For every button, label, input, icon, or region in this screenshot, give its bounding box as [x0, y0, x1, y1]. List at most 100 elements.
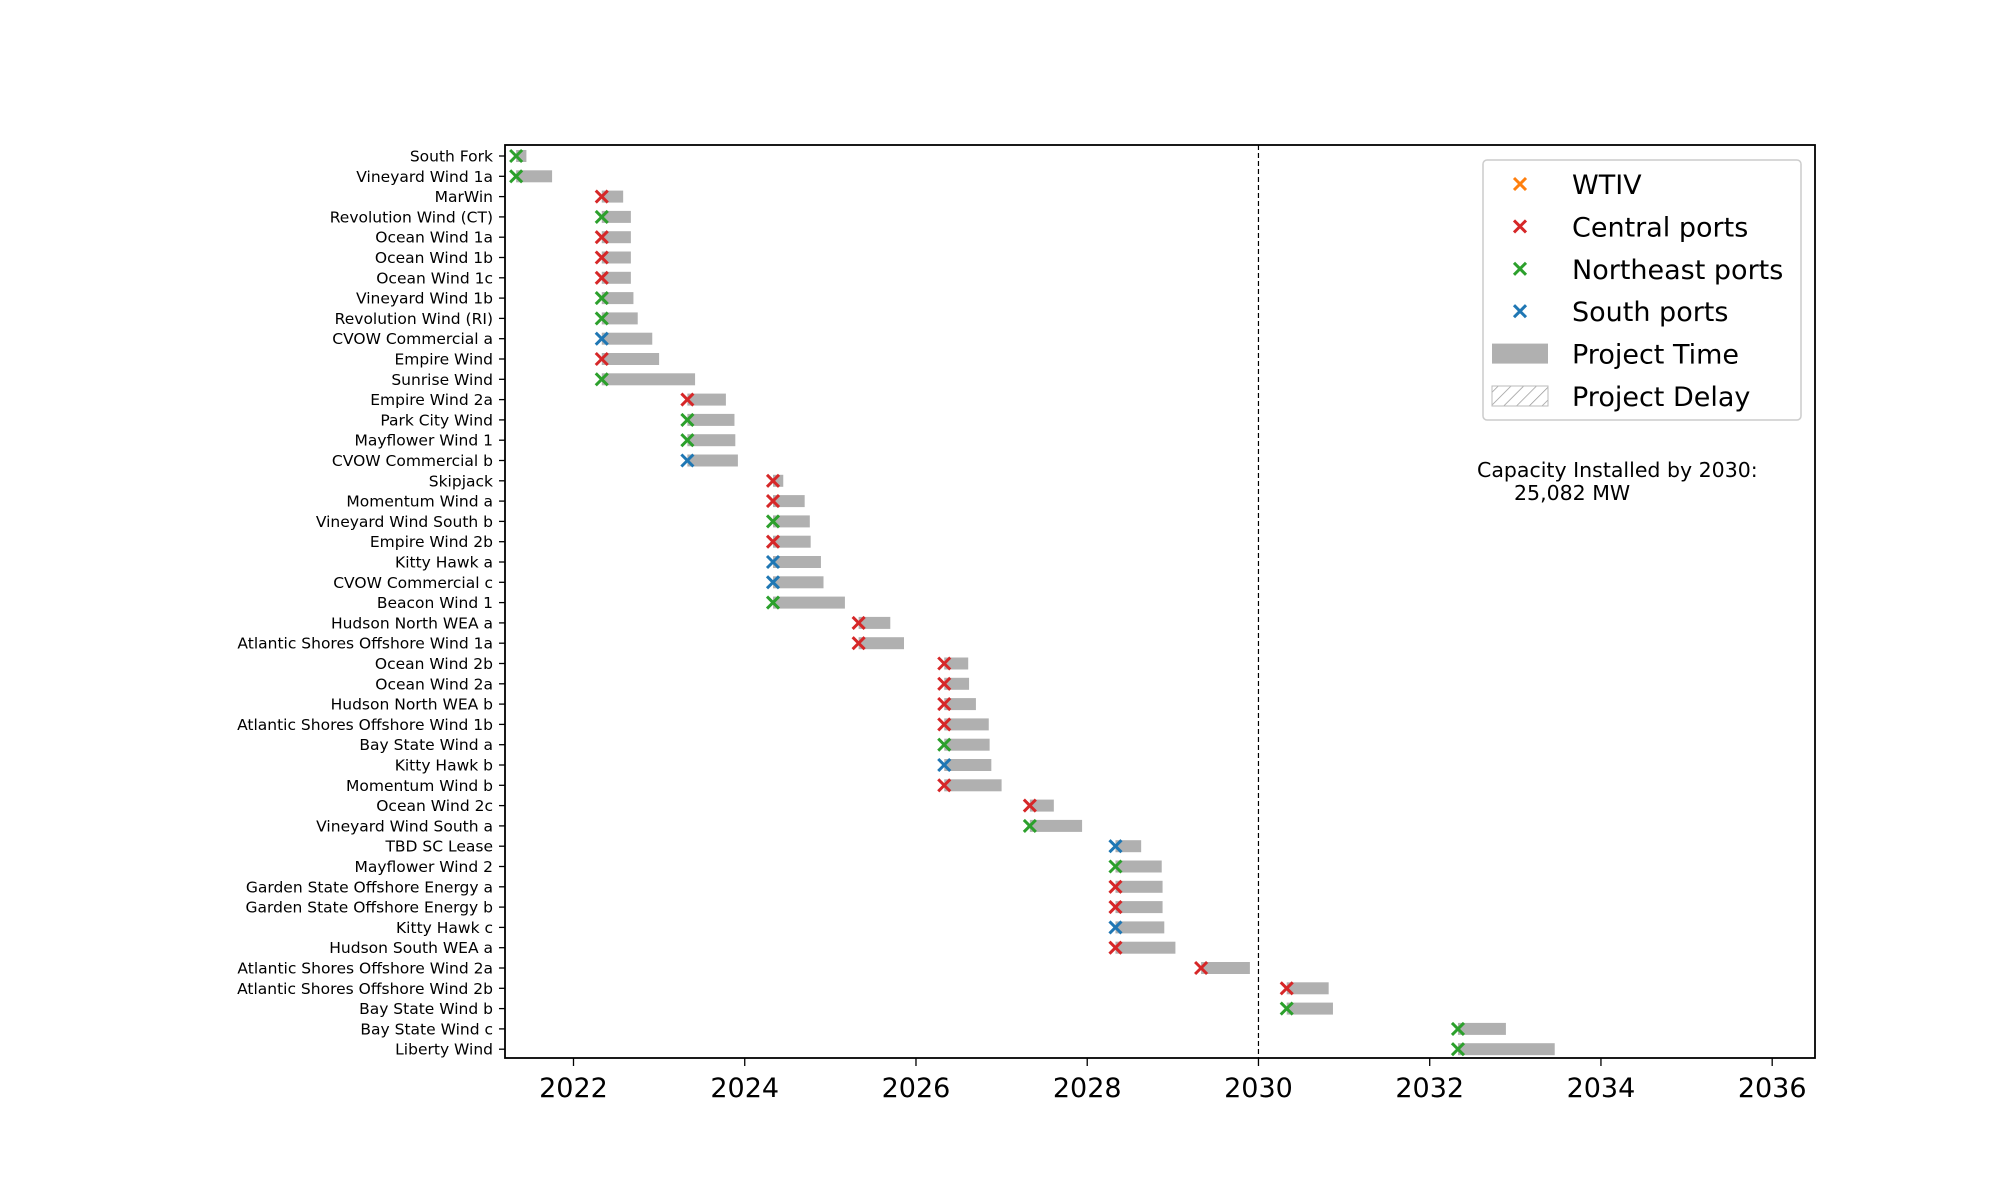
project-bar	[772, 515, 810, 528]
project-label: Vineyard Wind 1a	[356, 168, 493, 186]
x-tick-label: 2030	[1224, 1073, 1293, 1104]
legend-label: WTIV	[1572, 170, 1642, 201]
legend-entries: WTIV Central ports Northeast ports South po…	[1491, 170, 1783, 413]
project-label: Skipjack	[429, 472, 493, 490]
project-bar	[772, 535, 811, 548]
project-bar	[1201, 962, 1250, 974]
project-start-marker	[1108, 839, 1123, 854]
project-label: Bay State Wind b	[359, 1000, 493, 1018]
project-start-marker	[1194, 960, 1209, 976]
legend-marker	[1512, 304, 1528, 319]
project-label: South Fork	[410, 148, 493, 166]
project-bar	[1457, 1043, 1555, 1056]
project-start-marker	[594, 270, 609, 285]
project-label: Hudson South WEA a	[329, 939, 493, 957]
project-start-marker	[1450, 1021, 1466, 1036]
project-bar	[858, 616, 891, 629]
legend-marker	[1512, 219, 1528, 234]
project-bar	[1115, 901, 1163, 914]
project-bar	[687, 454, 738, 467]
project-start-marker	[1450, 1042, 1466, 1057]
legend-label: South ports	[1572, 297, 1728, 328]
project-start-marker	[1022, 798, 1037, 813]
project-bar	[944, 657, 969, 670]
project-start-marker	[1108, 940, 1123, 955]
project-start-marker	[594, 351, 609, 367]
x-tick-label: 2022	[539, 1073, 608, 1104]
project-label: Atlantic Shores Offshore Wind 2a	[237, 960, 493, 978]
project-label: Empire Wind 2a	[370, 391, 493, 409]
project-bar	[1286, 982, 1329, 995]
project-bar	[1115, 840, 1142, 853]
project-label: Ocean Wind 2b	[375, 655, 493, 673]
x-tick-label: 2026	[882, 1073, 951, 1104]
project-start-marker	[937, 778, 952, 793]
project-label: Revolution Wind (RI)	[335, 310, 493, 328]
project-label: Garden State Offshore Energy a	[246, 878, 493, 896]
project-label: Beacon Wind 1	[377, 594, 493, 612]
project-start-marker	[765, 575, 781, 590]
project-start-marker	[680, 412, 695, 427]
project-bar	[772, 474, 784, 487]
y-axis-labels: South Fork Vineyard Wind 1a MarWin Revoluti…	[237, 148, 493, 1059]
project-bar	[601, 251, 631, 264]
project-label: CVOW Commercial c	[333, 574, 493, 592]
project-label: Ocean Wind 1c	[376, 269, 493, 287]
project-label: Vineyard Wind South b	[316, 513, 493, 531]
project-label: Empire Wind	[395, 351, 494, 369]
project-label: Hudson North WEA a	[331, 614, 493, 632]
project-start-marker	[594, 230, 609, 245]
project-bar	[1115, 921, 1165, 934]
project-bar	[601, 271, 631, 284]
project-bar	[944, 677, 970, 690]
project-start-marker	[1279, 1001, 1294, 1016]
project-start-marker	[765, 473, 781, 488]
project-label: Hudson North WEA b	[331, 696, 493, 714]
project-bar	[601, 190, 624, 203]
project-bar	[772, 556, 821, 568]
plot-area-frame	[504, 144, 1816, 1059]
legend: WTIV Central ports Northeast ports South po…	[1482, 159, 1802, 421]
legend-label: Northeast ports	[1572, 255, 1783, 286]
project-start-marker	[937, 737, 952, 752]
project-bar	[601, 231, 631, 244]
project-label: Ocean Wind 1b	[375, 249, 493, 267]
project-bar	[772, 576, 824, 589]
project-start-marker	[509, 169, 524, 184]
project-label: Revolution Wind (CT)	[330, 208, 493, 226]
project-bar	[772, 495, 805, 508]
x-tick-label: 2036	[1738, 1073, 1807, 1104]
project-start-marker	[765, 534, 781, 549]
project-start-marker	[594, 331, 609, 346]
project-start-marker	[1108, 859, 1123, 874]
project-start-marker	[1108, 879, 1123, 894]
project-start-marker	[765, 494, 781, 509]
project-bar	[944, 759, 992, 771]
project-label: Empire Wind 2b	[370, 533, 493, 551]
project-label: Atlantic Shores Offshore Wind 1b	[237, 716, 493, 734]
project-bar	[687, 434, 736, 447]
project-start-marker	[1108, 920, 1123, 935]
project-bar	[1029, 799, 1054, 812]
y-axis-ticks	[499, 155, 505, 1050]
project-bar	[601, 332, 653, 345]
project-label: TBD SC Lease	[384, 838, 493, 856]
project-start-marker	[765, 514, 781, 529]
project-label: Ocean Wind 2c	[376, 797, 493, 815]
project-start-marker	[594, 372, 609, 387]
x-tick-label: 2028	[1053, 1073, 1122, 1104]
project-start-marker	[851, 615, 866, 630]
project-start-marker	[594, 189, 609, 204]
project-label: Bay State Wind c	[360, 1020, 493, 1038]
project-label: Sunrise Wind	[391, 371, 493, 389]
project-start-marker	[594, 250, 609, 265]
project-label: Park City Wind	[380, 411, 493, 429]
project-bar	[1115, 880, 1163, 893]
project-bar	[687, 393, 726, 406]
project-bar	[1029, 819, 1083, 832]
project-label: MarWin	[435, 188, 493, 206]
project-bar	[1286, 1002, 1333, 1015]
legend-label: Project Delay	[1572, 382, 1750, 413]
project-start-marker	[680, 392, 695, 407]
